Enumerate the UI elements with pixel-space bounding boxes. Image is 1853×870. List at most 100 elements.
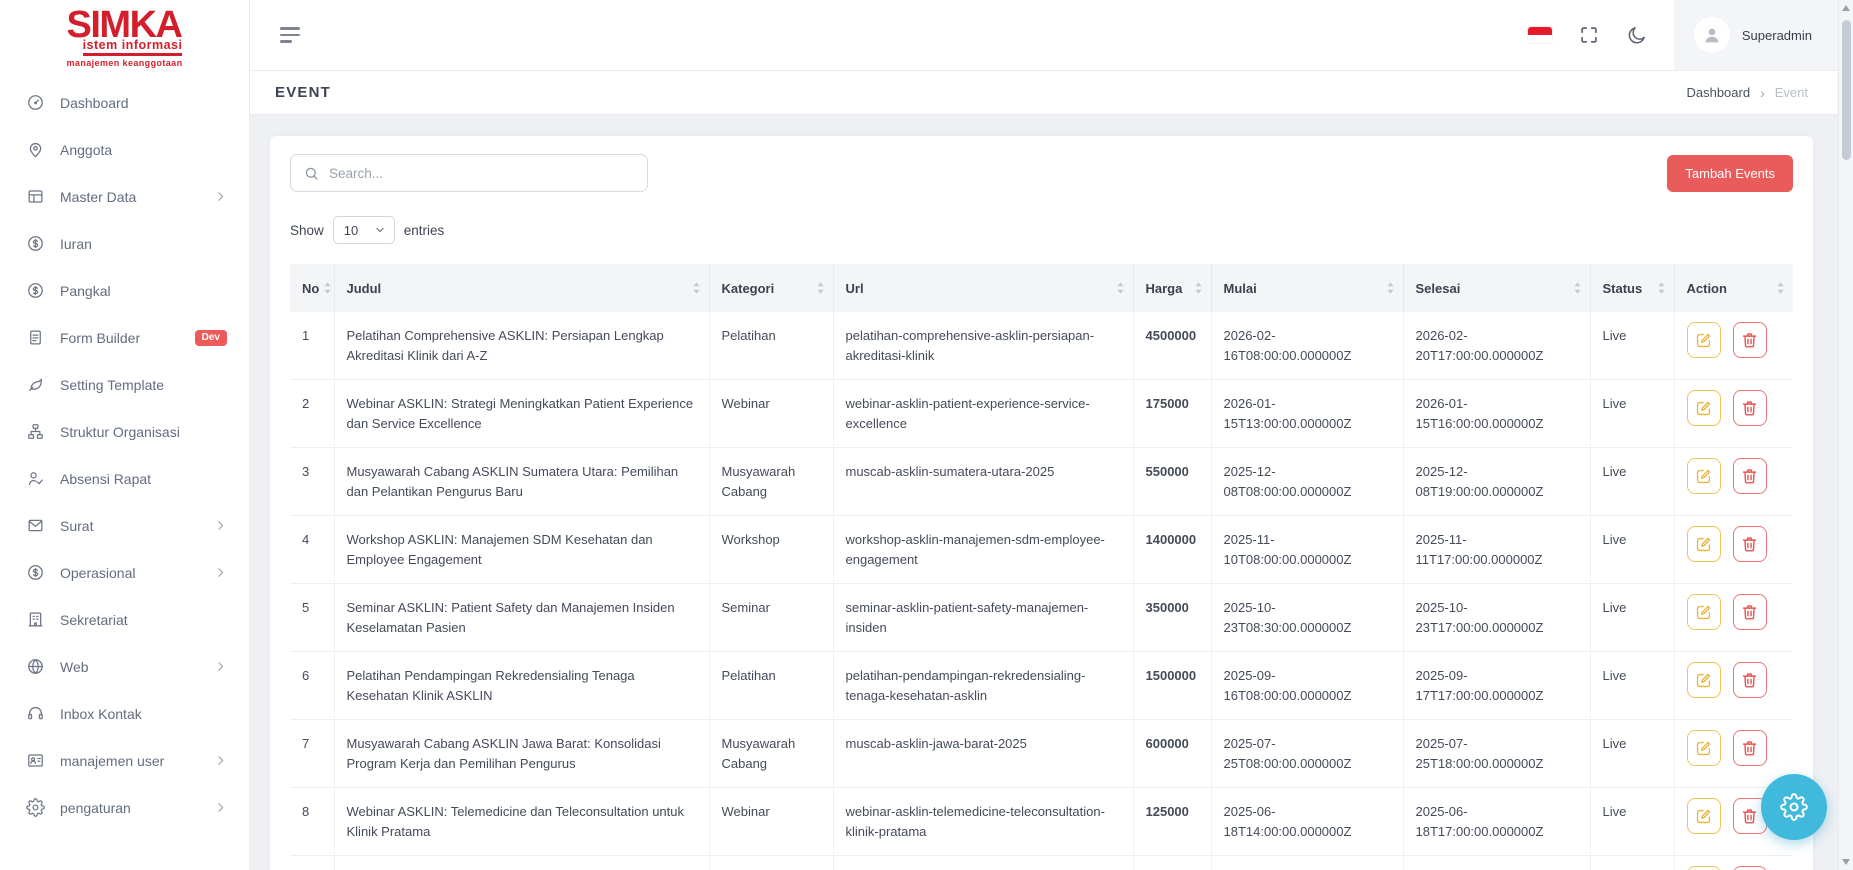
sort-icon [1194, 282, 1202, 294]
cell-action [1674, 719, 1793, 788]
column-header-url[interactable]: Url [833, 264, 1134, 312]
fullscreen-icon[interactable] [1578, 24, 1600, 46]
delete-button[interactable] [1732, 322, 1767, 358]
search-input[interactable] [329, 165, 635, 181]
column-header-judul[interactable]: Judul [334, 264, 710, 312]
delete-button[interactable] [1732, 730, 1767, 766]
edit-button[interactable] [1686, 322, 1721, 358]
column-header-mulai[interactable]: Mulai [1211, 264, 1404, 312]
column-header-kategori[interactable]: Kategori [709, 264, 834, 312]
cell-selesai: 2025-07-25T18:00:00.000000Z [1403, 719, 1591, 788]
column-header-no[interactable]: No [290, 264, 335, 312]
breadcrumb-dashboard-link[interactable]: Dashboard [1686, 85, 1751, 100]
sidebar-item-struktur-organisasi[interactable]: Struktur Organisasi [0, 408, 249, 455]
search-box [290, 154, 648, 192]
edit-button[interactable] [1686, 798, 1721, 834]
sidebar-item-iuran[interactable]: Iuran [0, 220, 249, 267]
app-logo[interactable]: SIMKA istem informasi manajemen keanggot… [0, 0, 249, 71]
coin-icon [26, 281, 45, 300]
pen-icon [26, 375, 45, 394]
cell-no: 8 [290, 787, 335, 856]
topbar-actions: Superadmin [1527, 0, 1853, 70]
globe-icon [26, 657, 45, 676]
sidebar-item-pangkal[interactable]: Pangkal [0, 267, 249, 314]
delete-button[interactable] [1732, 458, 1767, 494]
sidebar-nav: Dashboard Anggota Master Data Iuran Pang… [0, 71, 249, 831]
cell-url: pelatihan-manajemen-logistik-inventory-f… [833, 855, 1134, 870]
edit-button[interactable] [1686, 662, 1721, 698]
page-header: EVENT Dashboard › Event [250, 71, 1853, 115]
chevron-right-icon [214, 754, 227, 767]
cell-mulai: 2025-12-08T08:00:00.000000Z [1211, 447, 1404, 516]
sidebar-item-operasional[interactable]: Operasional [0, 549, 249, 596]
sidebar-item-form-builder[interactable]: Form Builder Dev [0, 314, 249, 361]
column-header-action[interactable]: Action [1674, 264, 1793, 312]
cell-no: 3 [290, 447, 335, 516]
status-badge: Live [1590, 719, 1675, 788]
cell-action [1674, 515, 1793, 584]
moon-icon[interactable] [1626, 24, 1648, 46]
table-row: 4 Workshop ASKLIN: Manajemen SDM Kesehat… [290, 515, 1793, 584]
sidebar-item-surat[interactable]: Surat [0, 502, 249, 549]
cell-harga: 175000 [1133, 379, 1212, 448]
table-toolbar: Tambah Events [290, 154, 1793, 192]
cell-harga: 125000 [1133, 787, 1212, 856]
delete-button[interactable] [1732, 866, 1767, 870]
headset-icon [26, 704, 45, 723]
sidebar-item-sekretariat[interactable]: Sekretariat [0, 596, 249, 643]
cell-selesai: 2025-12-08T19:00:00.000000Z [1403, 447, 1591, 516]
sidebar-item-manajemen-user[interactable]: manajemen user [0, 737, 249, 784]
delete-button[interactable] [1732, 390, 1767, 426]
menu-toggle-button[interactable] [280, 27, 304, 43]
cell-url: pelatihan-comprehensive-asklin-persiapan… [833, 312, 1134, 380]
cell-judul: Seminar ASKLIN: Patient Safety dan Manaj… [334, 583, 710, 652]
edit-button[interactable] [1686, 390, 1721, 426]
edit-button[interactable] [1686, 526, 1721, 562]
cell-url: pelatihan-pendampingan-rekredensialing-t… [833, 651, 1134, 720]
sidebar-item-absensi-rapat[interactable]: Absensi Rapat [0, 455, 249, 502]
column-header-status[interactable]: Status [1590, 264, 1675, 312]
sidebar-item-setting-template[interactable]: Setting Template [0, 361, 249, 408]
flag-icon[interactable] [1527, 27, 1552, 43]
column-header-harga[interactable]: Harga [1133, 264, 1212, 312]
column-header-selesai[interactable]: Selesai [1403, 264, 1591, 312]
cell-judul: Musyawarah Cabang ASKLIN Jawa Barat: Kon… [334, 719, 710, 788]
sidebar-item-anggota[interactable]: Anggota [0, 126, 249, 173]
edit-icon [1696, 401, 1711, 415]
add-event-button[interactable]: Tambah Events [1667, 154, 1793, 192]
sidebar-item-dashboard[interactable]: Dashboard [0, 79, 249, 126]
scroll-down-arrow[interactable] [1842, 859, 1850, 865]
trash-icon [1742, 672, 1757, 688]
delete-button[interactable] [1732, 594, 1767, 630]
gear-icon [1780, 793, 1808, 821]
sidebar-item-pengaturan[interactable]: pengaturan [0, 784, 249, 831]
scrollbar[interactable] [1838, 0, 1853, 870]
table-row: 2 Webinar ASKLIN: Strategi Meningkatkan … [290, 379, 1793, 448]
user-menu[interactable]: Superadmin [1673, 0, 1838, 70]
events-table: No Judul Kategori Url Harga Mulai Selesai Statu… [290, 264, 1793, 870]
edit-button[interactable] [1686, 730, 1721, 766]
cell-kategori: Musyawarah Cabang [709, 719, 834, 788]
cell-mulai: 2025-09-16T08:00:00.000000Z [1211, 651, 1404, 720]
chevron-right-icon [214, 660, 227, 673]
edit-button[interactable] [1686, 458, 1721, 494]
delete-button[interactable] [1732, 662, 1767, 698]
sidebar-item-master-data[interactable]: Master Data [0, 173, 249, 220]
delete-button[interactable] [1732, 526, 1767, 562]
sidebar-item-inbox-kontak[interactable]: Inbox Kontak [0, 690, 249, 737]
edit-button[interactable] [1686, 866, 1721, 870]
cell-action [1674, 447, 1793, 516]
cell-judul: Pelatihan Pendampingan Rekredensialing T… [334, 651, 710, 720]
cell-harga: 1500000 [1133, 651, 1212, 720]
cell-selesai: 2026-01-15T16:00:00.000000Z [1403, 379, 1591, 448]
page-size-select[interactable]: 10 [332, 216, 395, 244]
settings-fab[interactable] [1761, 774, 1827, 840]
status-badge: Live [1590, 515, 1675, 584]
breadcrumb: Dashboard › Event [1686, 85, 1808, 101]
cell-kategori: Pelatihan [709, 312, 834, 380]
brand-subtitle1: istem informasi [82, 38, 183, 56]
sidebar-item-web[interactable]: Web [0, 643, 249, 690]
scrollbar-thumb[interactable] [1841, 20, 1851, 160]
scroll-up-arrow[interactable] [1842, 5, 1850, 11]
edit-button[interactable] [1686, 594, 1721, 630]
